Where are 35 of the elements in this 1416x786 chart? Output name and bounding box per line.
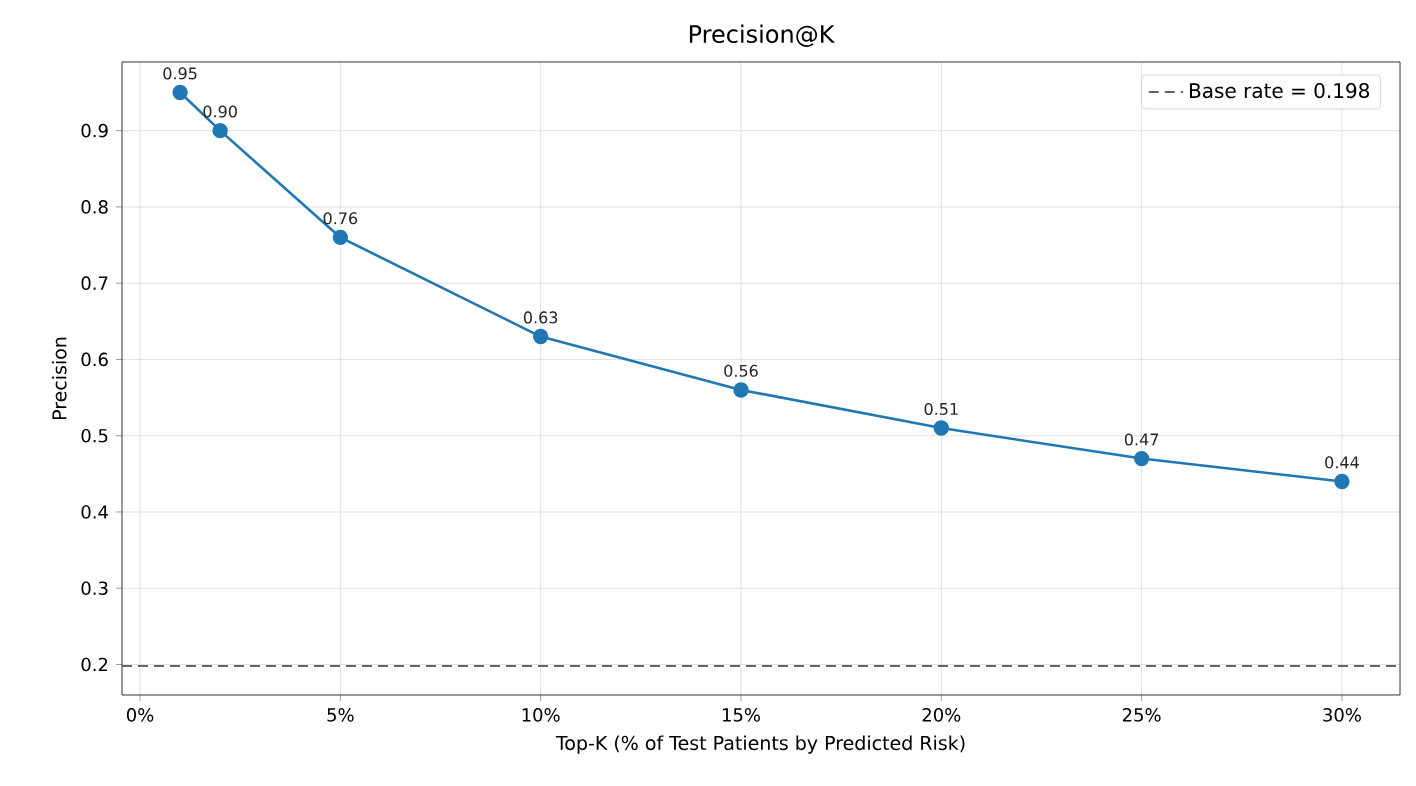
data-label: 0.95: [163, 67, 197, 80]
point: [532, 328, 549, 345]
x-tick-label: 5%: [327, 708, 354, 722]
data-label: 0.76: [323, 212, 358, 225]
legend-label: Base rate = 0.198: [1190, 83, 1370, 99]
point: [1334, 473, 1350, 490]
y-tick-label: 0.8: [81, 200, 108, 214]
data-label: 0.44: [1325, 456, 1359, 469]
y-tick-label: 0.4: [81, 505, 108, 519]
x-tick-label: 20%: [922, 708, 961, 722]
y-tick-label: 0.7: [81, 276, 108, 290]
x-tick-label: 25%: [1122, 708, 1161, 722]
chart-title: Precision@K: [689, 24, 835, 47]
y-tick-label: 0.6: [81, 352, 108, 367]
point: [933, 420, 949, 436]
y-axis-title: Precision: [51, 337, 67, 420]
x-tick-label: 10%: [522, 708, 560, 722]
data-label: 0.56: [724, 364, 758, 377]
data-label: 0.47: [1124, 433, 1159, 446]
x-tick-label: 0%: [126, 708, 154, 722]
x-tick-label: 15%: [722, 708, 760, 722]
point: [1133, 450, 1150, 467]
data-label: 0.51: [924, 402, 958, 415]
y-tick-label: 0.2: [81, 657, 108, 672]
point: [332, 229, 349, 246]
point: [733, 382, 749, 398]
data-label: 0.63: [523, 311, 558, 324]
y-tick-label: 0.5: [81, 428, 108, 443]
point: [172, 84, 188, 101]
x-axis-title: Top-K (% of Test Patients by Predicted Risk): [555, 735, 965, 754]
x-tick-label: 30%: [1323, 708, 1361, 722]
point: [212, 122, 228, 139]
y-tick-label: 0.9: [81, 123, 108, 138]
y-tick-label: 0.3: [81, 581, 108, 596]
data-label: 0.90: [203, 105, 237, 118]
